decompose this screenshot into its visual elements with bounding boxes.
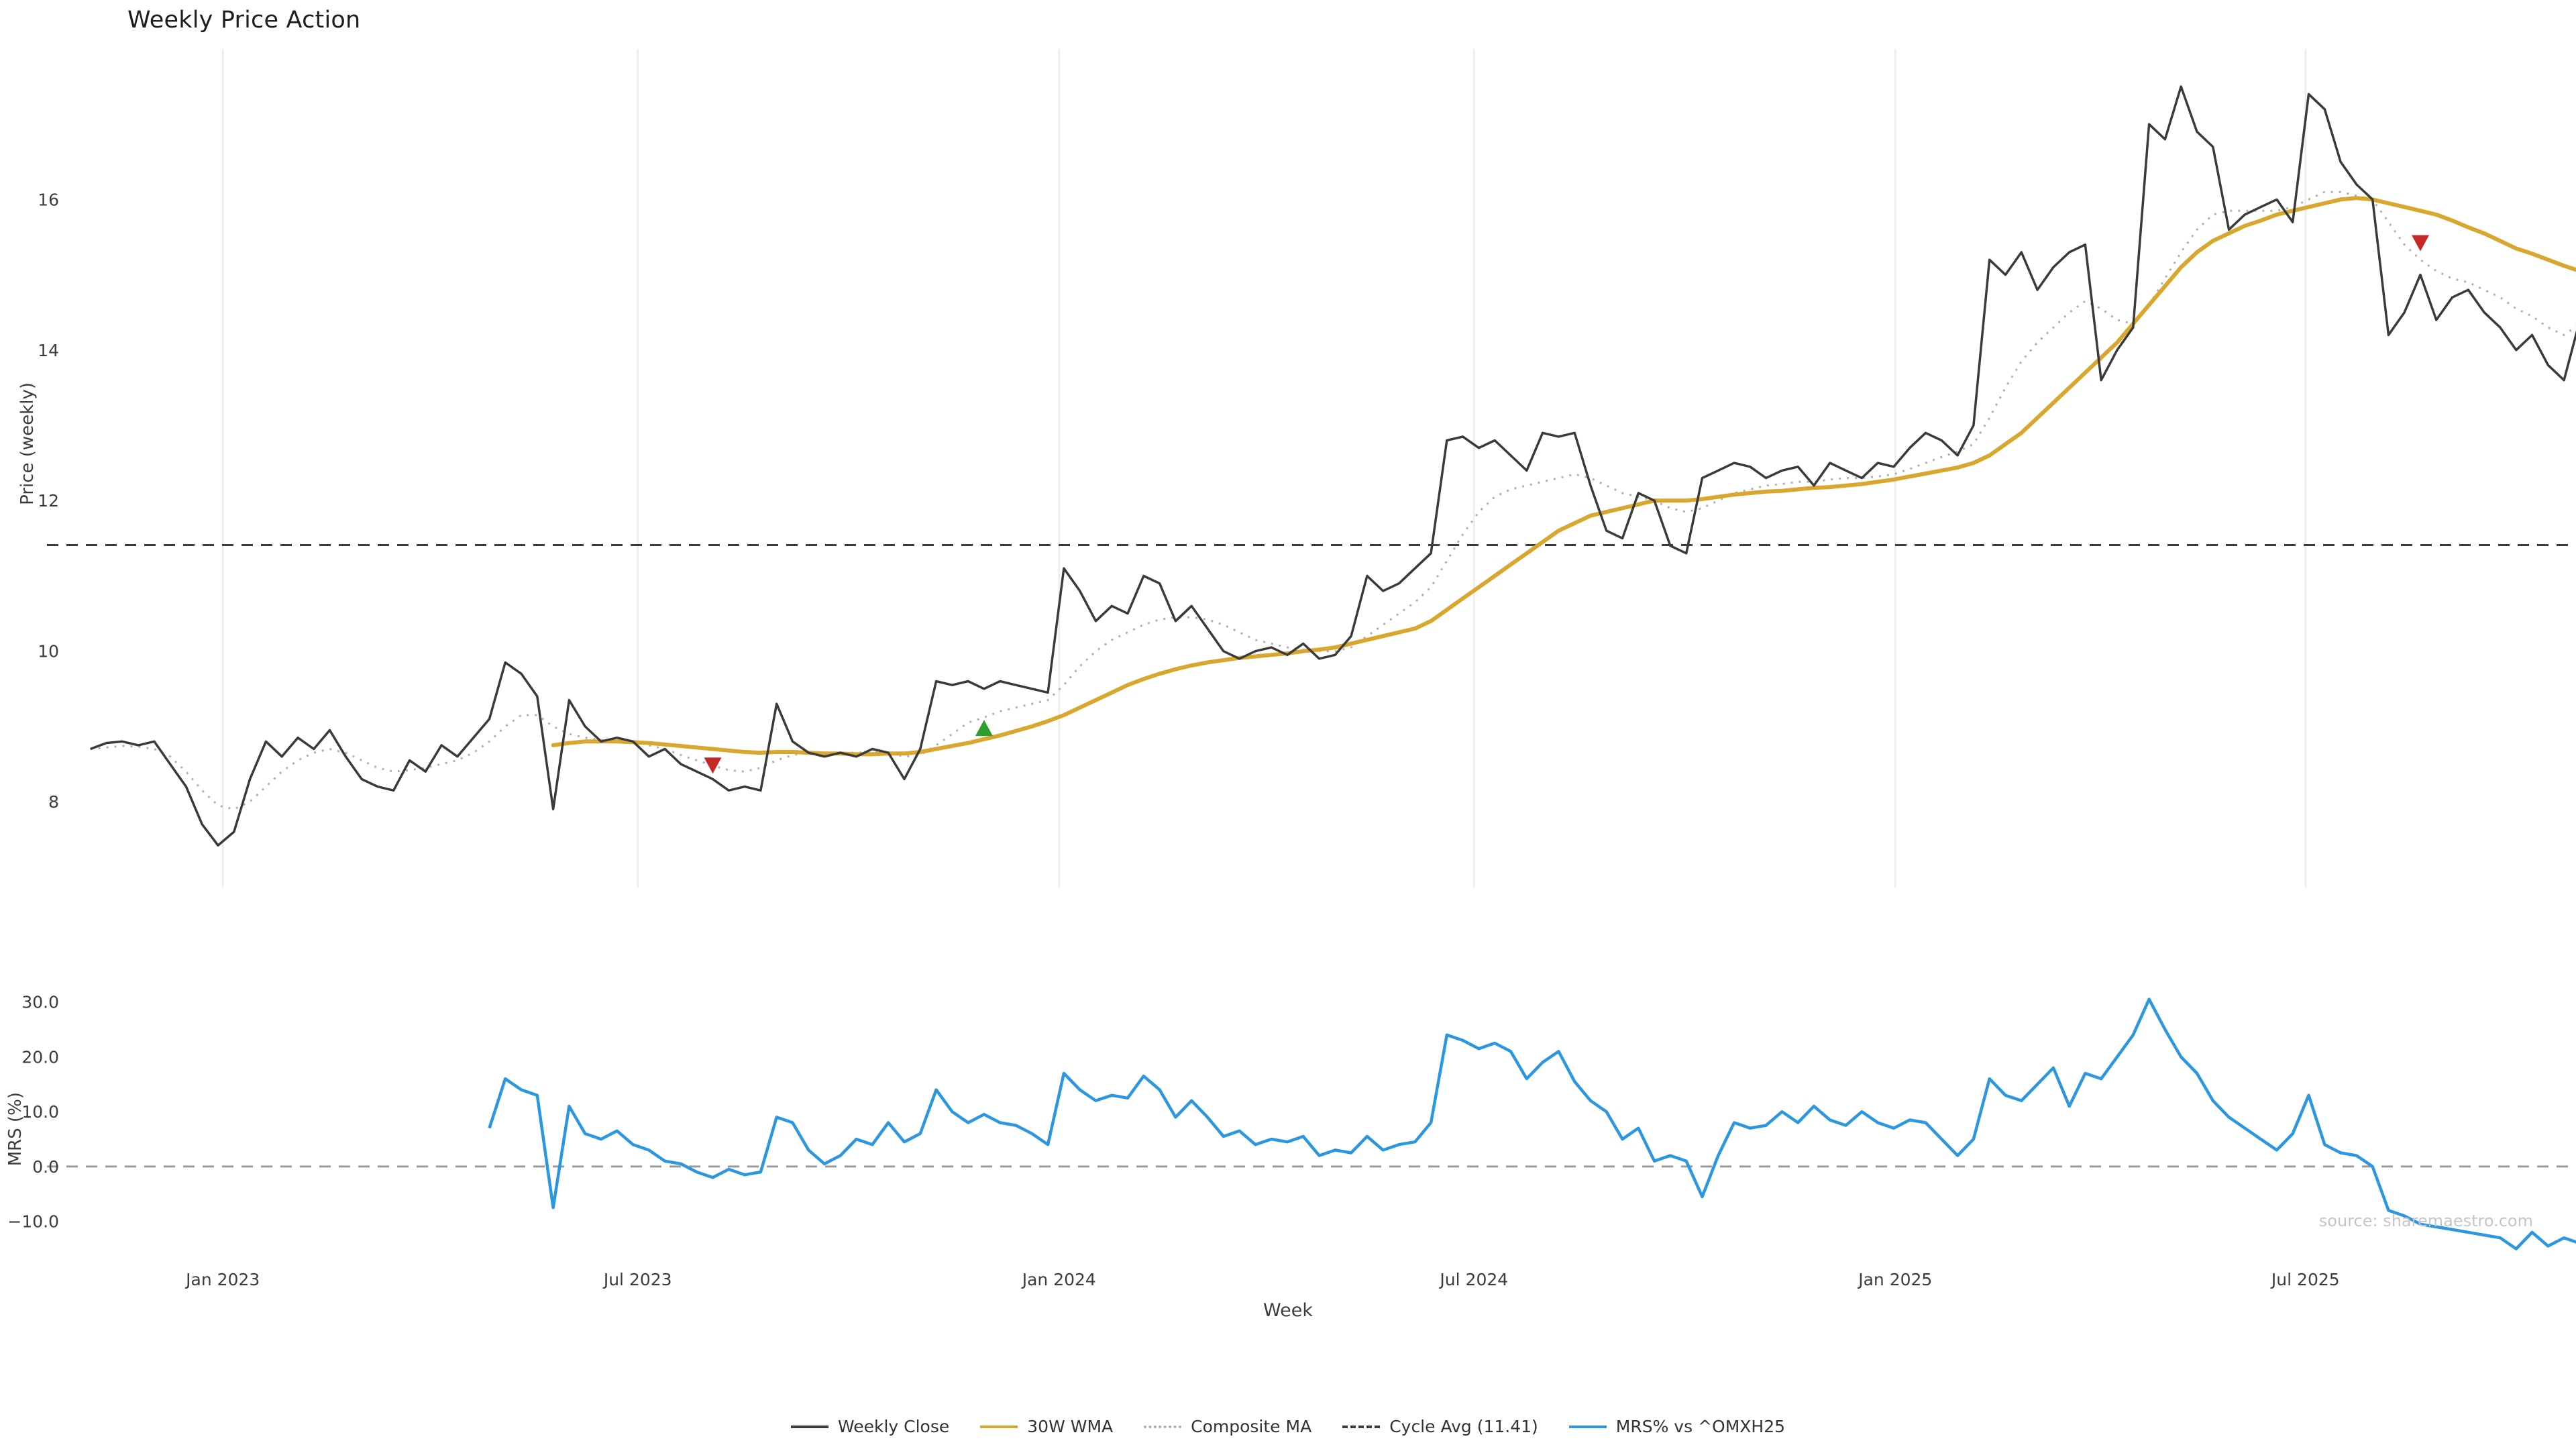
cycle-avg-swatch [1342,1425,1381,1428]
mrs-swatch [1568,1425,1607,1428]
price-y-tick-label: 12 [38,491,59,511]
legend-item-weekly-close: Weekly Close [790,1417,950,1436]
price-y-tick-label: 14 [38,341,59,360]
price-y-axis-label: Price (weekly) [17,382,38,505]
source-watermark: source: sharemaestro.com [2318,1212,2533,1230]
legend-label-cycle-avg: Cycle Avg (11.41) [1389,1417,1538,1436]
mrs-y-axis-label: MRS (%) [5,1092,25,1167]
x-tick-label: Jul 2024 [1438,1270,1508,1289]
wma-swatch [980,1425,1018,1428]
legend-label-30w-wma: 30W WMA [1027,1417,1114,1436]
mrs-y-tick-label: 20.0 [21,1048,59,1067]
composite-ma-swatch [1144,1425,1182,1428]
weekly-close-line [90,85,2576,847]
mrs-line [488,998,2576,1250]
x-tick-label: Jan 2023 [184,1270,260,1289]
x-tick-label: Jan 2024 [1021,1270,1096,1289]
x-tick-label: Jan 2025 [1857,1270,1932,1289]
legend-item-30w-wma: 30W WMA [980,1417,1113,1436]
weekly-close-swatch [790,1425,828,1428]
price-y-tick-label: 8 [48,792,59,812]
x-tick-label: Jul 2025 [2270,1270,2340,1289]
legend-label-weekly-close: Weekly Close [837,1417,950,1436]
mrs-y-tick-label: 10.0 [21,1102,59,1122]
buy-signal-marker [975,720,993,737]
legend-item-composite-ma: Composite MA [1144,1417,1311,1436]
legend-item-cycle-avg: Cycle Avg (11.41) [1342,1417,1538,1436]
legend-label-composite-ma: Composite MA [1191,1417,1312,1436]
price-y-tick-label: 16 [38,190,59,209]
chart-title: Weekly Price Action [127,7,361,34]
sell-signal-marker [2412,235,2430,252]
mrs-y-tick-label: 0.0 [32,1157,59,1177]
wma-line [551,196,2576,757]
price-y-tick-label: 10 [38,642,59,661]
x-axis-label: Week [1263,1300,1313,1321]
x-tick-label: Jul 2023 [602,1270,672,1289]
composite-ma-line [90,191,2576,810]
mrs-y-tick-label: 30.0 [21,993,59,1012]
mrs-y-tick-label: −10.0 [7,1212,59,1232]
legend-item-mrs: MRS% vs ^OMXH25 [1568,1417,1786,1436]
sell-signal-marker [704,757,722,774]
legend: Weekly Close 30W WMA Composite MA Cycle … [0,1417,2576,1436]
legend-label-mrs: MRS% vs ^OMXH25 [1615,1417,1786,1436]
